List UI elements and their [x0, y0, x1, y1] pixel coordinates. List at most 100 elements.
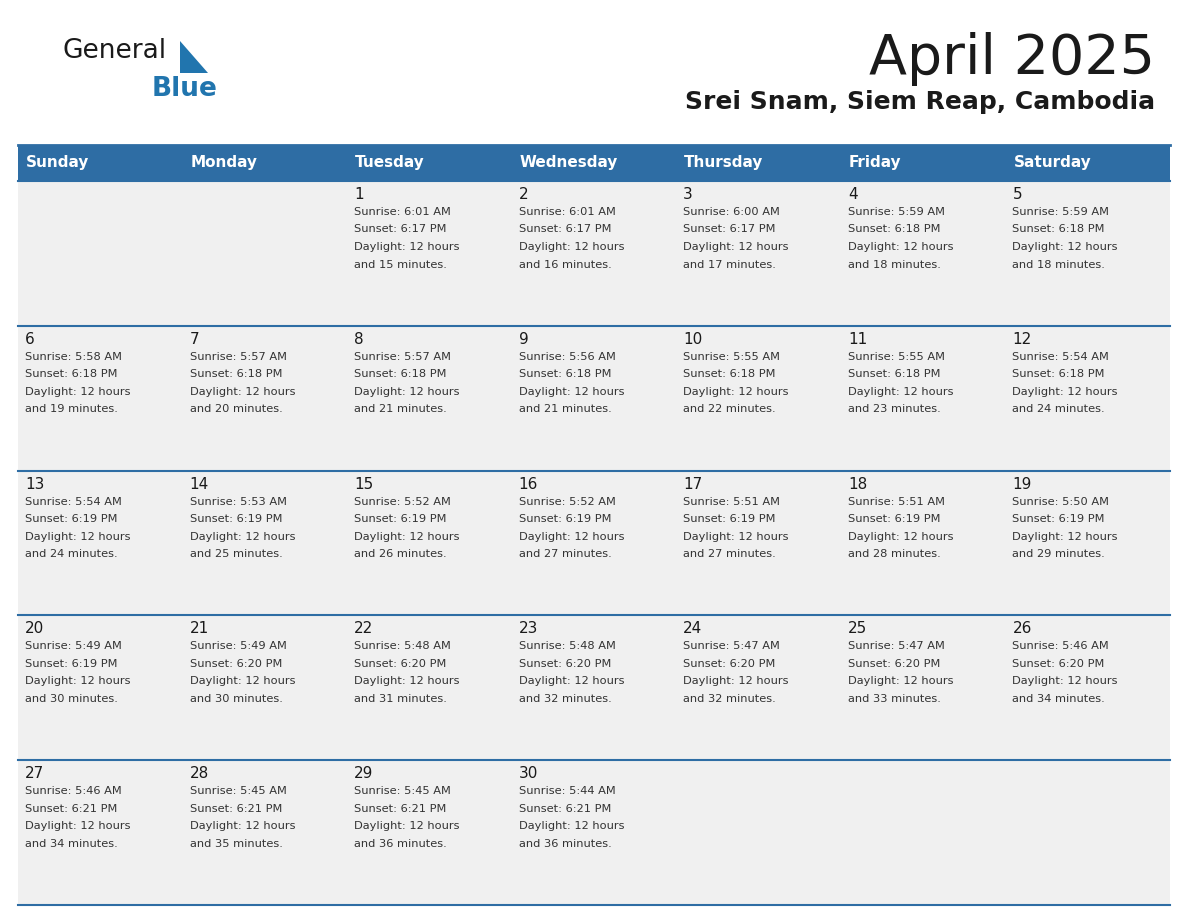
Text: Sunrise: 5:57 AM: Sunrise: 5:57 AM: [190, 352, 286, 362]
Bar: [18, 145, 183, 181]
Bar: [676, 145, 841, 181]
Text: 28: 28: [190, 767, 209, 781]
Text: Sunset: 6:19 PM: Sunset: 6:19 PM: [25, 514, 118, 524]
Text: 4: 4: [848, 187, 858, 202]
Text: 5: 5: [1012, 187, 1022, 202]
Text: Sunrise: 5:46 AM: Sunrise: 5:46 AM: [25, 786, 121, 796]
Text: 6: 6: [25, 331, 34, 347]
Text: Sunrise: 5:52 AM: Sunrise: 5:52 AM: [519, 497, 615, 507]
Text: Daylight: 12 hours: Daylight: 12 hours: [519, 532, 624, 542]
Text: Sunrise: 5:49 AM: Sunrise: 5:49 AM: [190, 642, 286, 652]
Text: Sunrise: 5:55 AM: Sunrise: 5:55 AM: [683, 352, 781, 362]
Bar: [841, 145, 1005, 181]
Text: and 36 minutes.: and 36 minutes.: [354, 839, 447, 849]
Text: Sunrise: 5:58 AM: Sunrise: 5:58 AM: [25, 352, 122, 362]
Text: and 33 minutes.: and 33 minutes.: [848, 694, 941, 704]
Text: Sunrise: 5:53 AM: Sunrise: 5:53 AM: [190, 497, 286, 507]
Text: Daylight: 12 hours: Daylight: 12 hours: [848, 532, 953, 542]
Text: Friday: Friday: [849, 155, 902, 171]
Text: and 19 minutes.: and 19 minutes.: [25, 404, 118, 414]
Text: 10: 10: [683, 331, 702, 347]
Text: Sunset: 6:17 PM: Sunset: 6:17 PM: [683, 225, 776, 234]
Text: Sunset: 6:19 PM: Sunset: 6:19 PM: [190, 514, 282, 524]
Text: and 34 minutes.: and 34 minutes.: [25, 839, 118, 849]
Text: Sunset: 6:20 PM: Sunset: 6:20 PM: [683, 659, 776, 669]
Text: and 22 minutes.: and 22 minutes.: [683, 404, 776, 414]
Text: and 18 minutes.: and 18 minutes.: [1012, 260, 1105, 270]
Text: Sunrise: 5:57 AM: Sunrise: 5:57 AM: [354, 352, 451, 362]
Text: Sunrise: 5:45 AM: Sunrise: 5:45 AM: [354, 786, 451, 796]
Text: Srei Snam, Siem Reap, Cambodia: Srei Snam, Siem Reap, Cambodia: [684, 90, 1155, 114]
Text: 9: 9: [519, 331, 529, 347]
Text: Daylight: 12 hours: Daylight: 12 hours: [683, 677, 789, 687]
Bar: [18, 326, 1170, 471]
Text: Sunrise: 5:52 AM: Sunrise: 5:52 AM: [354, 497, 451, 507]
Text: Daylight: 12 hours: Daylight: 12 hours: [25, 386, 131, 397]
Bar: [18, 760, 1170, 905]
Text: 22: 22: [354, 621, 373, 636]
Text: 12: 12: [1012, 331, 1031, 347]
Text: and 16 minutes.: and 16 minutes.: [519, 260, 612, 270]
Text: Saturday: Saturday: [1013, 155, 1092, 171]
Text: Wednesday: Wednesday: [519, 155, 618, 171]
Text: Sunset: 6:18 PM: Sunset: 6:18 PM: [848, 225, 941, 234]
Polygon shape: [181, 41, 208, 73]
Text: Sunrise: 5:54 AM: Sunrise: 5:54 AM: [25, 497, 122, 507]
Text: and 27 minutes.: and 27 minutes.: [519, 549, 612, 559]
Text: Sunset: 6:19 PM: Sunset: 6:19 PM: [25, 659, 118, 669]
Text: Sunrise: 5:59 AM: Sunrise: 5:59 AM: [848, 207, 944, 217]
Text: 30: 30: [519, 767, 538, 781]
Text: and 32 minutes.: and 32 minutes.: [519, 694, 612, 704]
Text: 18: 18: [848, 476, 867, 492]
Text: Daylight: 12 hours: Daylight: 12 hours: [848, 386, 953, 397]
Text: and 18 minutes.: and 18 minutes.: [848, 260, 941, 270]
Text: Sunrise: 6:01 AM: Sunrise: 6:01 AM: [519, 207, 615, 217]
Text: 27: 27: [25, 767, 44, 781]
Text: 20: 20: [25, 621, 44, 636]
Text: Sunrise: 5:45 AM: Sunrise: 5:45 AM: [190, 786, 286, 796]
Text: Sunrise: 5:46 AM: Sunrise: 5:46 AM: [1012, 642, 1110, 652]
Text: Daylight: 12 hours: Daylight: 12 hours: [683, 386, 789, 397]
Text: Sunrise: 5:55 AM: Sunrise: 5:55 AM: [848, 352, 944, 362]
Text: Sunset: 6:21 PM: Sunset: 6:21 PM: [25, 803, 118, 813]
Text: Sunset: 6:18 PM: Sunset: 6:18 PM: [848, 369, 941, 379]
Text: Daylight: 12 hours: Daylight: 12 hours: [190, 532, 295, 542]
Text: Sunrise: 5:56 AM: Sunrise: 5:56 AM: [519, 352, 615, 362]
Text: Daylight: 12 hours: Daylight: 12 hours: [1012, 242, 1118, 252]
Bar: [512, 145, 676, 181]
Text: and 24 minutes.: and 24 minutes.: [1012, 404, 1105, 414]
Text: and 31 minutes.: and 31 minutes.: [354, 694, 447, 704]
Text: Daylight: 12 hours: Daylight: 12 hours: [848, 677, 953, 687]
Text: and 15 minutes.: and 15 minutes.: [354, 260, 447, 270]
Text: and 34 minutes.: and 34 minutes.: [1012, 694, 1105, 704]
Text: and 20 minutes.: and 20 minutes.: [190, 404, 283, 414]
Text: 13: 13: [25, 476, 44, 492]
Text: Daylight: 12 hours: Daylight: 12 hours: [354, 386, 460, 397]
Text: 17: 17: [683, 476, 702, 492]
Text: Sunset: 6:17 PM: Sunset: 6:17 PM: [519, 225, 611, 234]
Bar: [18, 181, 1170, 326]
Text: Monday: Monday: [190, 155, 258, 171]
Text: Sunset: 6:18 PM: Sunset: 6:18 PM: [190, 369, 282, 379]
Text: Sunset: 6:21 PM: Sunset: 6:21 PM: [190, 803, 282, 813]
Text: and 29 minutes.: and 29 minutes.: [1012, 549, 1105, 559]
Text: Sunset: 6:18 PM: Sunset: 6:18 PM: [1012, 225, 1105, 234]
Text: Daylight: 12 hours: Daylight: 12 hours: [519, 822, 624, 831]
Text: Sunday: Sunday: [26, 155, 89, 171]
Text: Sunrise: 5:49 AM: Sunrise: 5:49 AM: [25, 642, 122, 652]
Text: Sunrise: 5:50 AM: Sunrise: 5:50 AM: [1012, 497, 1110, 507]
Bar: [1005, 145, 1170, 181]
Text: and 27 minutes.: and 27 minutes.: [683, 549, 776, 559]
Text: Sunrise: 5:51 AM: Sunrise: 5:51 AM: [683, 497, 781, 507]
Text: Sunrise: 5:47 AM: Sunrise: 5:47 AM: [683, 642, 781, 652]
Text: Sunset: 6:20 PM: Sunset: 6:20 PM: [354, 659, 447, 669]
Text: 21: 21: [190, 621, 209, 636]
Text: Sunrise: 5:54 AM: Sunrise: 5:54 AM: [1012, 352, 1110, 362]
Text: and 21 minutes.: and 21 minutes.: [354, 404, 447, 414]
Text: and 17 minutes.: and 17 minutes.: [683, 260, 776, 270]
Text: Blue: Blue: [152, 76, 217, 102]
Text: Daylight: 12 hours: Daylight: 12 hours: [354, 242, 460, 252]
Text: and 36 minutes.: and 36 minutes.: [519, 839, 612, 849]
Text: Sunset: 6:18 PM: Sunset: 6:18 PM: [25, 369, 118, 379]
Text: 3: 3: [683, 187, 693, 202]
